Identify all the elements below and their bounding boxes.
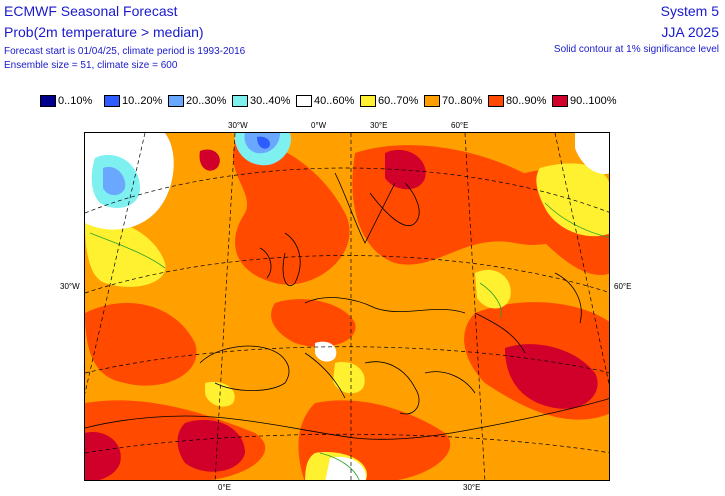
legend-item: 90..100% [552,95,616,107]
field-60-70 [85,163,609,480]
legend-item: 60..70% [360,95,424,107]
legend-label: 10..20% [122,95,163,107]
probability-map [84,132,610,481]
field-90-100 [85,149,598,480]
legend-label: 60..70% [378,95,419,107]
legend-swatch [360,95,376,107]
grid-label-top-2: 0°W [311,121,327,130]
graticule [85,133,609,480]
legend-item: 20..30% [168,95,232,107]
grid-label-top-1: 30°W [228,121,248,130]
grid-label-top-4: 60°E [451,121,469,130]
legend-swatch [488,95,504,107]
legend-swatch [168,95,184,107]
ensemble-info: Ensemble size = 51, climate size = 600 [4,60,178,71]
coastlines [85,172,609,440]
contour-note: Solid contour at 1% significance level [553,44,719,55]
legend-label: 0..10% [58,95,93,107]
significance-contours [89,202,609,480]
legend-label: 70..80% [442,95,483,107]
legend-item: 30..40% [232,95,296,107]
legend-swatch [552,95,568,107]
system-label: System 5 [660,3,719,19]
grid-label-top-3: 30°E [370,121,388,130]
map-canvas [85,133,609,480]
legend-item: 0..10% [40,95,104,107]
forecast-info: Forecast start is 01/04/25, climate peri… [4,46,246,57]
legend-item: 10..20% [104,95,168,107]
season-label: JJA 2025 [661,24,719,40]
grid-label-bottom-2: 30°E [463,483,481,492]
legend-swatch [296,95,312,107]
legend-swatch [40,95,56,107]
legend-item: 80..90% [488,95,552,107]
map-title: ECMWF Seasonal Forecast [4,3,178,19]
legend-label: 90..100% [570,95,617,107]
color-legend: 0..10% 10..20% 20..30% 30..40% 40..60% 60..70… [40,94,616,108]
grid-label-right: 60°E [614,282,632,291]
legend-label: 80..90% [506,95,547,107]
legend-item: 70..80% [424,95,488,107]
legend-label: 40..60% [314,95,355,107]
map-subtitle: Prob(2m temperature > median) [4,24,204,40]
legend-label: 30..40% [250,95,291,107]
legend-swatch [424,95,440,107]
legend-item: 40..60% [296,95,360,107]
grid-label-left: 30°W [60,282,80,291]
legend-swatch [104,95,120,107]
grid-label-bottom-1: 0°E [218,483,231,492]
legend-label: 20..30% [186,95,227,107]
legend-swatch [232,95,248,107]
field-cool [91,133,291,208]
